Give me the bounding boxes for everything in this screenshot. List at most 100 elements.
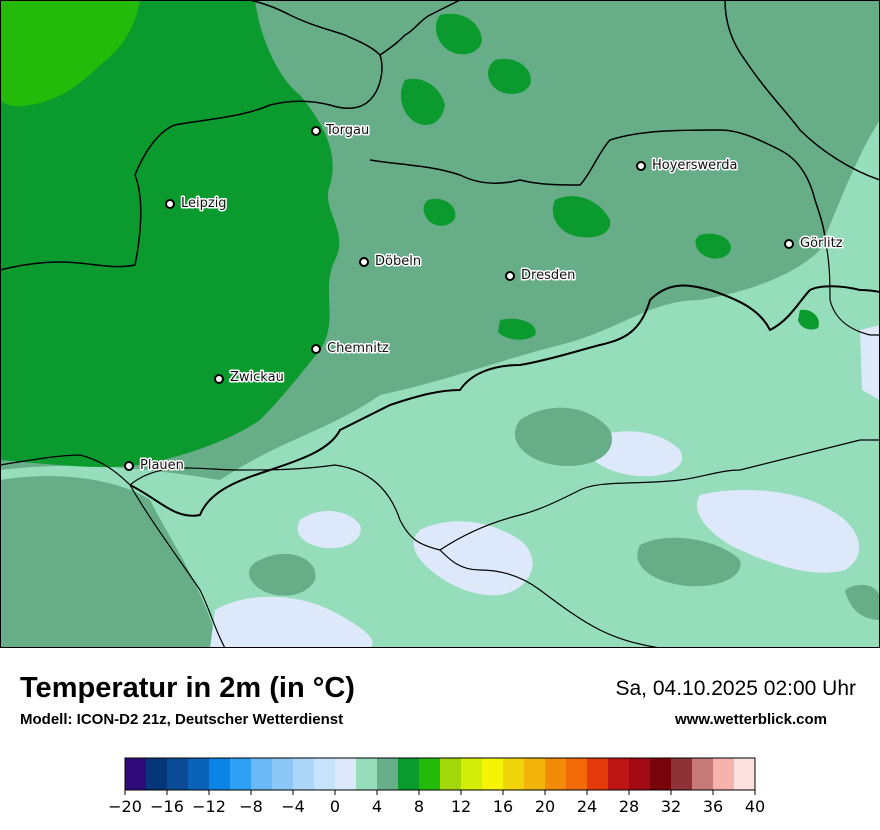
warm-patch-7 — [498, 318, 536, 340]
city-dot — [505, 271, 515, 281]
city-label: Zwickau — [230, 370, 284, 385]
east-border — [724, 0, 880, 181]
legend-swatch — [398, 758, 420, 790]
legend-tick-label: −12 — [192, 797, 226, 816]
coldest-area-6 — [860, 325, 880, 400]
warm-patch-3 — [400, 78, 445, 125]
legend-tick-label: −8 — [239, 797, 263, 816]
city-dot — [311, 126, 321, 136]
poland-border — [824, 239, 880, 336]
legend-swatch — [734, 758, 756, 790]
color-legend: −20 −16 −12 −8 −4 0 4 8 12 16 20 24 28 32 36 40 — [108, 757, 765, 816]
city-hoyerswerda: Hoyerswerda — [636, 157, 739, 175]
czech-border — [129, 439, 880, 551]
city-chemnitz: Chemnitz — [311, 340, 390, 358]
city-dot — [636, 161, 646, 171]
czech-inner-border — [439, 549, 661, 648]
legend-tick-label: 0 — [330, 797, 340, 816]
legend-swatch — [587, 758, 609, 790]
legend-swatch — [314, 758, 336, 790]
legend-tick-label: 8 — [414, 797, 424, 816]
warm-patch-2 — [435, 13, 482, 55]
website-link[interactable]: www.wetterblick.com — [675, 711, 827, 728]
legend-tick-label: 40 — [745, 797, 765, 816]
cool-area-southwest — [0, 476, 220, 648]
legend-tick-label: 16 — [493, 797, 513, 816]
legend-swatch — [524, 758, 546, 790]
city-label: Döbeln — [375, 254, 421, 269]
legend-ticks: −20 −16 −12 −8 −4 0 4 8 12 16 20 24 28 32 36 40 — [108, 790, 765, 816]
coldest-area-3 — [696, 490, 860, 573]
city-label: Görlitz — [800, 236, 843, 251]
map-title: Temperatur in 2m (in °C) — [20, 672, 355, 704]
legend-swatch — [545, 758, 567, 790]
city-dot — [165, 199, 175, 209]
coldest-area-1 — [210, 596, 373, 648]
city-dresden: Dresden — [505, 267, 577, 285]
city-label: Plauen — [140, 458, 184, 473]
forecast-datetime: Sa, 04.10.2025 02:00 Uhr — [615, 677, 856, 700]
mid-patch-1 — [514, 407, 612, 466]
warm-patch-4 — [488, 58, 531, 95]
legend-swatch — [650, 758, 672, 790]
legend-tick-label: 32 — [661, 797, 681, 816]
legend-swatch — [167, 758, 189, 790]
legend-swatch — [272, 758, 294, 790]
legend-tick-label: 4 — [372, 797, 382, 816]
city-label: Leipzig — [181, 196, 227, 211]
warm-patch-5 — [423, 198, 456, 226]
legend-tick-label: 28 — [619, 797, 639, 816]
legend-tick-label: 24 — [577, 797, 597, 816]
legend-swatch — [419, 758, 441, 790]
city-dot — [214, 374, 224, 384]
legend-swatch — [461, 758, 483, 790]
warm-patch-8 — [798, 309, 819, 330]
city-label: Hoyerswerda — [652, 158, 738, 173]
legend-tick-label: 12 — [451, 797, 471, 816]
legend-swatch — [125, 758, 147, 790]
saxony-northeast-border — [379, 0, 461, 56]
legend-swatch — [335, 758, 357, 790]
legend-swatch — [377, 758, 399, 790]
legend-tick-label: 20 — [535, 797, 555, 816]
legend-swatch — [293, 758, 315, 790]
legend-swatch — [440, 758, 462, 790]
legend-swatch — [146, 758, 168, 790]
model-source: Modell: ICON-D2 21z, Deutscher Wetterdie… — [20, 711, 344, 728]
legend-tick-label: 36 — [703, 797, 723, 816]
legend-swatch — [713, 758, 735, 790]
legend-swatch — [482, 758, 504, 790]
city-doebeln: Döbeln — [359, 253, 423, 271]
city-torgau: Torgau — [311, 122, 371, 140]
legend-swatch — [608, 758, 630, 790]
city-label: Chemnitz — [327, 341, 389, 356]
legend-tick-label: −4 — [281, 797, 305, 816]
warm-patch-1 — [552, 196, 611, 238]
warm-patch-6 — [695, 233, 731, 259]
city-goerlitz: Görlitz — [784, 235, 844, 253]
city-label: Dresden — [521, 268, 575, 283]
city-dot — [311, 344, 321, 354]
city-leipzig: Leipzig — [165, 195, 228, 213]
legend-swatch — [503, 758, 525, 790]
city-plauen: Plauen — [124, 457, 185, 475]
brandenburg-border — [369, 129, 826, 241]
legend-tick-label: −16 — [150, 797, 184, 816]
legend-swatch — [251, 758, 273, 790]
city-zwickau: Zwickau — [214, 369, 285, 387]
legend-swatch — [188, 758, 210, 790]
temperature-map: Torgau Leipzig Hoyerswerda Görlitz Döbel… — [0, 0, 880, 648]
legend-swatches — [125, 758, 756, 790]
legend-swatch — [629, 758, 651, 790]
legend-swatch — [356, 758, 378, 790]
legend-swatch — [230, 758, 252, 790]
warmest-area-northwest — [0, 0, 140, 107]
saxony-north-border — [0, 0, 383, 271]
legend-frame — [124, 757, 756, 791]
borders — [0, 0, 880, 648]
legend-tick-label: −20 — [108, 797, 142, 816]
city-markers: Torgau Leipzig Hoyerswerda Görlitz Döbel… — [124, 122, 844, 475]
mid-patch-3 — [248, 553, 316, 596]
mid-patch-2 — [637, 537, 741, 587]
legend-swatch — [209, 758, 231, 790]
